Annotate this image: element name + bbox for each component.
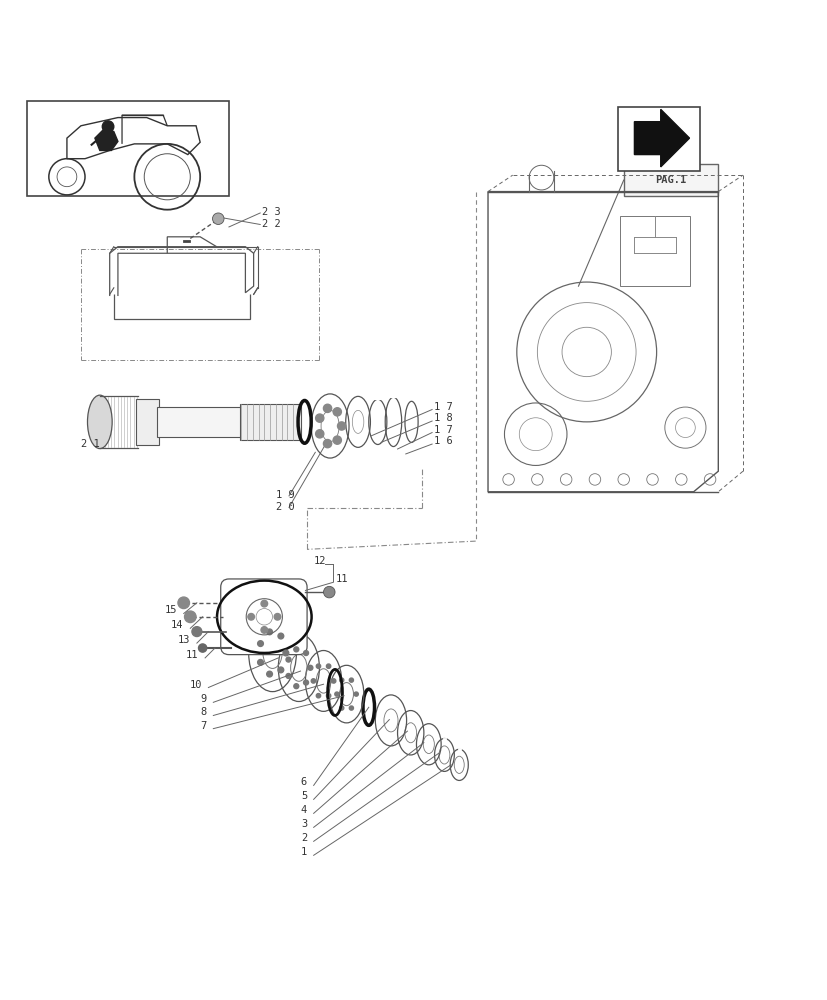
Text: 15: 15 — [165, 605, 177, 615]
Circle shape — [323, 440, 332, 448]
Bar — [27, 101, 229, 196]
Circle shape — [326, 664, 330, 668]
Circle shape — [198, 644, 207, 652]
Circle shape — [278, 667, 284, 673]
Text: 9: 9 — [200, 694, 207, 704]
Text: 1: 1 — [300, 847, 307, 857]
Circle shape — [332, 436, 341, 444]
Circle shape — [308, 665, 313, 670]
Circle shape — [315, 414, 323, 422]
Text: 2: 2 — [300, 833, 307, 843]
Circle shape — [304, 651, 308, 655]
Circle shape — [285, 657, 290, 662]
Circle shape — [304, 680, 308, 685]
Text: 6: 6 — [300, 777, 307, 787]
Text: 5: 5 — [300, 791, 307, 801]
Circle shape — [331, 679, 336, 683]
Circle shape — [316, 694, 320, 698]
Text: 10: 10 — [189, 680, 202, 690]
Circle shape — [184, 611, 196, 623]
Text: 1 6: 1 6 — [433, 436, 452, 446]
Text: 2 3: 2 3 — [261, 207, 280, 217]
Text: 1 7: 1 7 — [433, 402, 452, 412]
Text: 11: 11 — [336, 574, 348, 584]
Circle shape — [285, 674, 290, 678]
Polygon shape — [95, 130, 117, 150]
Circle shape — [316, 664, 320, 668]
Circle shape — [283, 650, 289, 656]
Circle shape — [337, 422, 346, 430]
Text: 1 7: 1 7 — [433, 425, 452, 435]
Text: 14: 14 — [171, 620, 184, 630]
Text: 4: 4 — [300, 805, 307, 815]
Circle shape — [339, 678, 343, 682]
Text: 8: 8 — [200, 707, 207, 717]
Circle shape — [349, 706, 353, 710]
Circle shape — [326, 694, 330, 698]
Text: 1 8: 1 8 — [433, 413, 452, 423]
Text: 1 9: 1 9 — [275, 490, 294, 500]
Circle shape — [261, 627, 267, 633]
Circle shape — [257, 641, 263, 646]
Text: 2 1: 2 1 — [81, 439, 99, 449]
FancyBboxPatch shape — [221, 579, 307, 655]
Circle shape — [247, 613, 254, 620]
Circle shape — [294, 684, 299, 689]
Circle shape — [339, 706, 343, 710]
Circle shape — [315, 430, 323, 438]
Circle shape — [323, 404, 332, 412]
Text: 7: 7 — [200, 721, 207, 731]
Circle shape — [261, 600, 267, 607]
Circle shape — [274, 613, 280, 620]
Text: 11: 11 — [186, 650, 198, 660]
Circle shape — [213, 213, 224, 224]
Circle shape — [323, 586, 335, 598]
Circle shape — [278, 633, 284, 639]
Circle shape — [349, 678, 353, 682]
Circle shape — [257, 660, 263, 665]
Circle shape — [354, 692, 358, 696]
Polygon shape — [633, 109, 689, 167]
Circle shape — [294, 647, 299, 652]
Text: 13: 13 — [178, 635, 190, 645]
Circle shape — [103, 121, 113, 132]
Text: 2 0: 2 0 — [275, 502, 294, 512]
Circle shape — [266, 671, 272, 677]
Circle shape — [178, 597, 189, 609]
Bar — [617, 107, 700, 171]
Bar — [623, 164, 718, 196]
Circle shape — [192, 627, 202, 637]
Text: PAG.1: PAG.1 — [655, 175, 686, 185]
Bar — [136, 399, 159, 445]
Circle shape — [334, 692, 338, 696]
Bar — [619, 216, 689, 286]
Circle shape — [266, 629, 272, 635]
Circle shape — [332, 408, 341, 416]
Text: 2 2: 2 2 — [261, 219, 280, 229]
Text: 12: 12 — [313, 556, 326, 566]
Bar — [157, 407, 272, 437]
Circle shape — [311, 679, 315, 683]
Bar — [239, 404, 301, 440]
Ellipse shape — [88, 395, 112, 449]
Text: 3: 3 — [300, 819, 307, 829]
